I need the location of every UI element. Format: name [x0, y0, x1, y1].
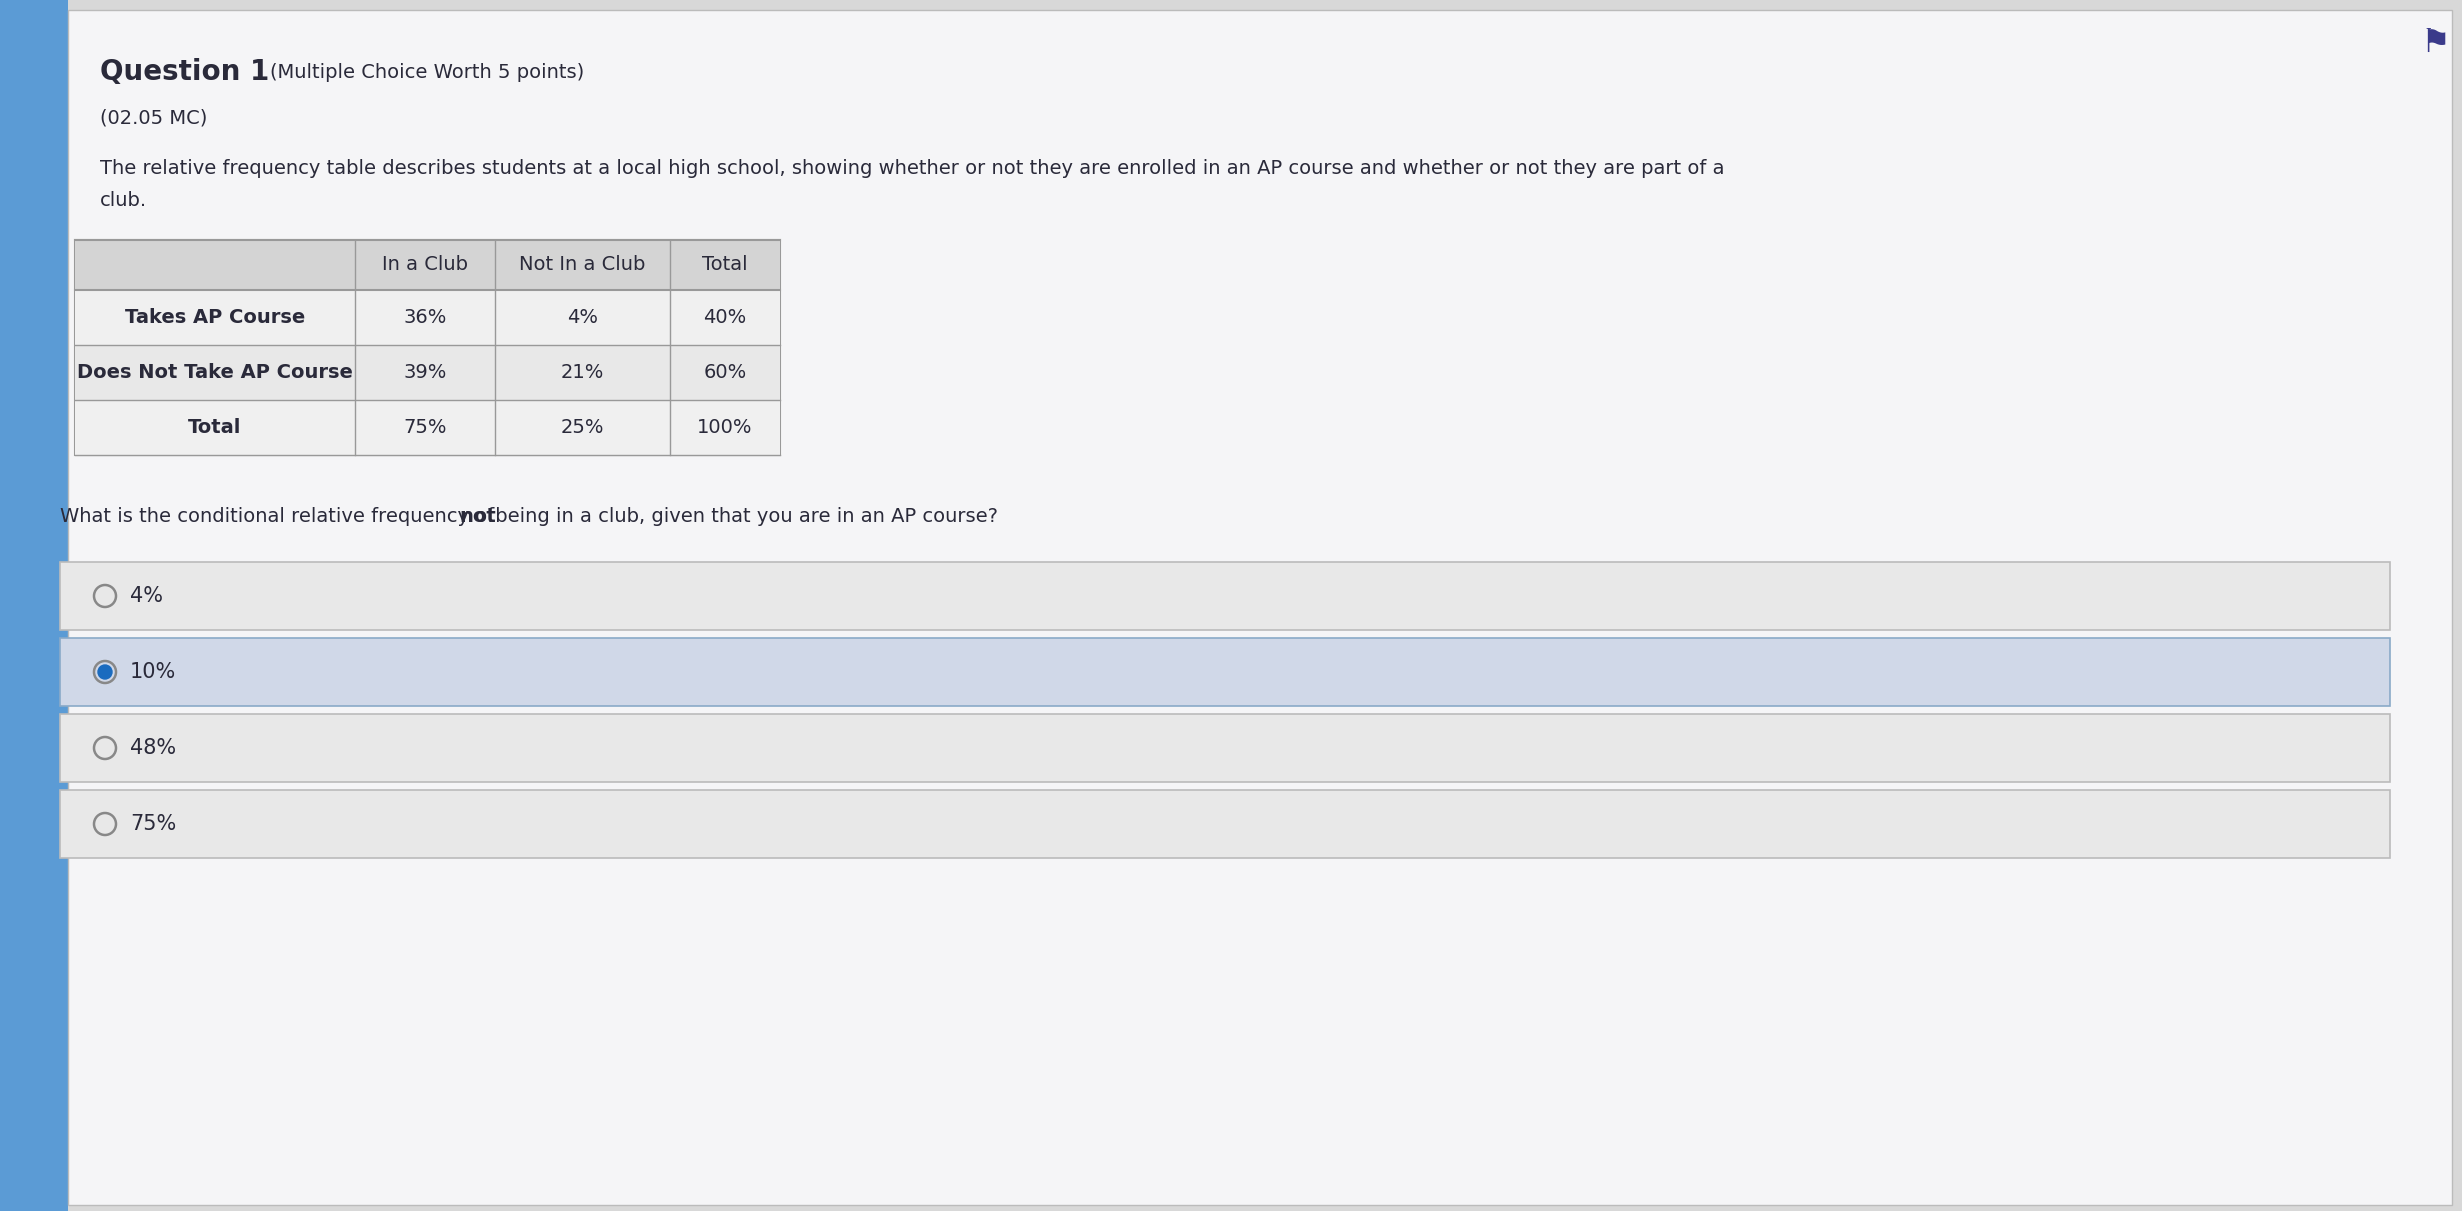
Text: (02.05 MC): (02.05 MC)	[101, 109, 207, 127]
Bar	[74, 345, 780, 400]
Text: 39%: 39%	[404, 363, 446, 381]
Text: Total: Total	[702, 256, 748, 275]
Text: (Multiple Choice Worth 5 points): (Multiple Choice Worth 5 points)	[271, 63, 583, 81]
Text: 48%: 48%	[130, 737, 177, 758]
Text: Question 1: Question 1	[101, 58, 268, 86]
Text: Takes AP Course: Takes AP Course	[126, 308, 305, 327]
Text: 21%: 21%	[561, 363, 603, 381]
Text: 75%: 75%	[130, 814, 177, 834]
Circle shape	[98, 665, 111, 679]
Text: 4%: 4%	[566, 308, 598, 327]
Text: 100%: 100%	[697, 418, 753, 437]
Text: Not In a Club: Not In a Club	[519, 256, 645, 275]
Text: ⚑: ⚑	[2420, 25, 2450, 58]
Bar	[59, 638, 2391, 706]
Text: 10%: 10%	[130, 662, 177, 682]
Bar	[59, 562, 2391, 630]
Bar	[74, 240, 780, 289]
Bar	[74, 400, 780, 455]
Bar	[59, 714, 2391, 782]
Text: 40%: 40%	[704, 308, 746, 327]
Text: What is the conditional relative frequency of: What is the conditional relative frequen…	[59, 507, 500, 527]
Bar	[59, 790, 2391, 859]
Text: Total: Total	[187, 418, 241, 437]
Text: 75%: 75%	[404, 418, 446, 437]
Text: 25%: 25%	[561, 418, 603, 437]
Text: 36%: 36%	[404, 308, 446, 327]
Bar	[74, 289, 780, 345]
Bar	[74, 240, 780, 455]
Text: In a Club: In a Club	[382, 256, 468, 275]
Bar	[0, 0, 69, 1211]
Text: not: not	[460, 507, 495, 527]
Text: 60%: 60%	[704, 363, 746, 381]
Text: club.: club.	[101, 190, 148, 210]
Text: Does Not Take AP Course: Does Not Take AP Course	[76, 363, 352, 381]
Text: being in a club, given that you are in an AP course?: being in a club, given that you are in a…	[490, 507, 997, 527]
Bar	[74, 240, 355, 289]
Text: 4%: 4%	[130, 586, 162, 606]
Text: The relative frequency table describes students at a local high school, showing : The relative frequency table describes s…	[101, 159, 1723, 178]
